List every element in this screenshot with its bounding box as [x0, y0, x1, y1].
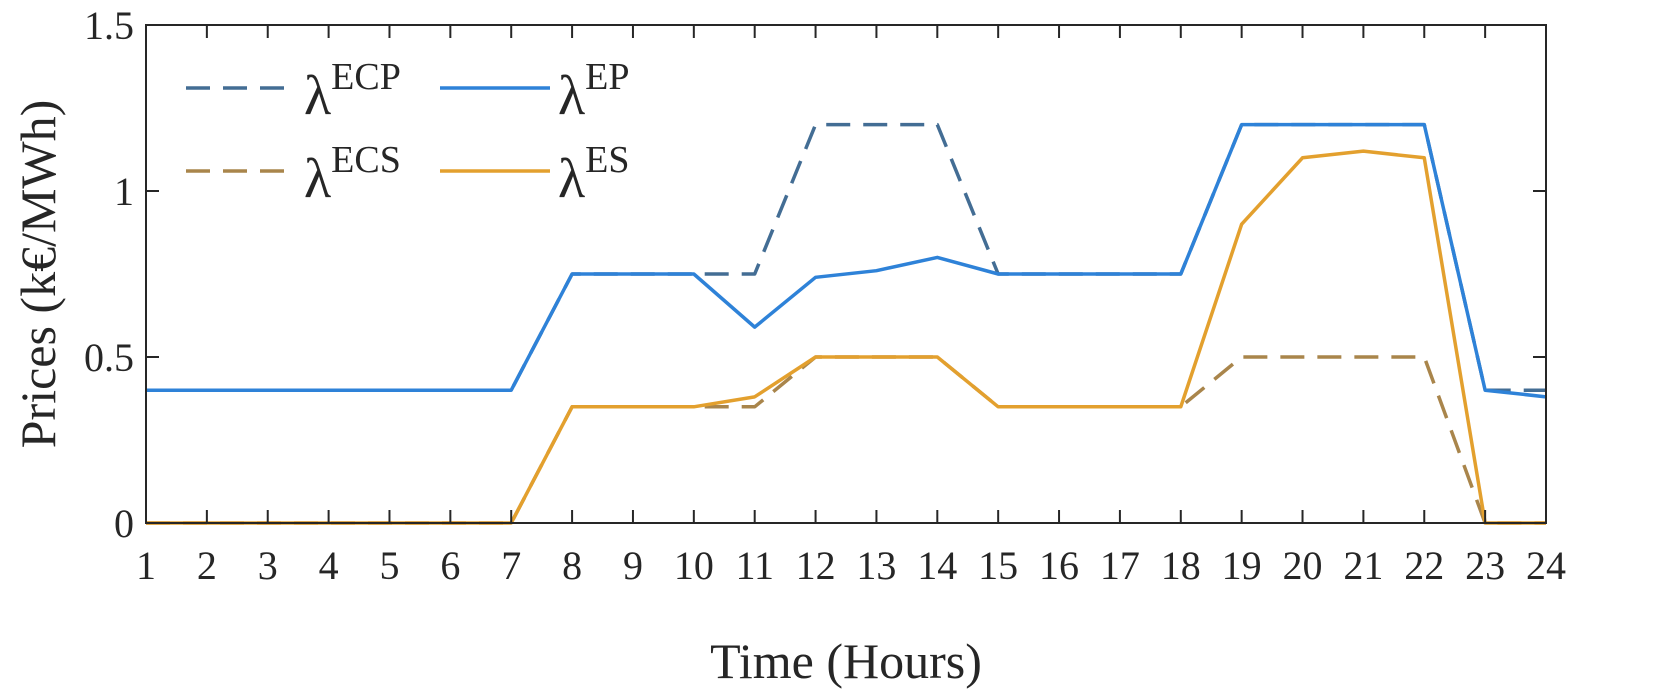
y-tick-label: 0: [114, 501, 134, 546]
x-tick-label: 8: [562, 543, 582, 588]
series-line-4: [146, 149, 1546, 525]
x-tick-label: 12: [796, 543, 836, 588]
x-tick-label: 11: [735, 543, 774, 588]
x-tick-label: 21: [1343, 543, 1383, 588]
tick-layer: 1 2 3 4 5 6 7 8 9 10 11 12 13 14 15 16 17 18 19 20 21 22 23 240…: [84, 3, 1566, 588]
legend: λECP λECS λEP λES: [186, 56, 630, 210]
x-tick-label: 7: [501, 543, 521, 588]
legend-label: λES: [558, 139, 630, 210]
series-line-3: [146, 122, 1547, 399]
x-tick-label: 6: [440, 543, 460, 588]
y-tick-label: 1.5: [84, 3, 134, 48]
x-tick-label: 14: [917, 543, 957, 588]
x-tick-label: 24: [1526, 543, 1566, 588]
x-tick-label: 17: [1100, 543, 1140, 588]
x-tick-label: 20: [1283, 543, 1323, 588]
y-axis-title: Prices (k€/MWh): [10, 100, 66, 449]
x-tick-label: 3: [258, 543, 278, 588]
x-tick-label: 18: [1161, 543, 1201, 588]
legend-label: λECP: [304, 56, 401, 127]
y-tick-label: 0.5: [84, 335, 134, 380]
x-tick-label: 4: [319, 543, 339, 588]
y-tick-label: 1: [114, 169, 134, 214]
legend-label: λEP: [558, 56, 630, 127]
x-tick-label: 22: [1404, 543, 1444, 588]
series-line-2: [146, 355, 1546, 525]
x-tick-label: 19: [1222, 543, 1262, 588]
x-tick-label: 23: [1465, 543, 1505, 588]
x-tick-label: 5: [379, 543, 399, 588]
x-tick-label: 9: [623, 543, 643, 588]
x-tick-label: 13: [856, 543, 896, 588]
x-tick-label: 16: [1039, 543, 1079, 588]
legend-label: λECS: [304, 139, 401, 210]
series-layer: [146, 122, 1547, 525]
x-tick-label: 1: [136, 543, 156, 588]
x-tick-label: 2: [197, 543, 217, 588]
x-tick-label: 10: [674, 543, 714, 588]
x-tick-label: 15: [978, 543, 1018, 588]
x-axis-title: Time (Hours): [710, 633, 982, 689]
axes-frame: [145, 24, 1547, 524]
